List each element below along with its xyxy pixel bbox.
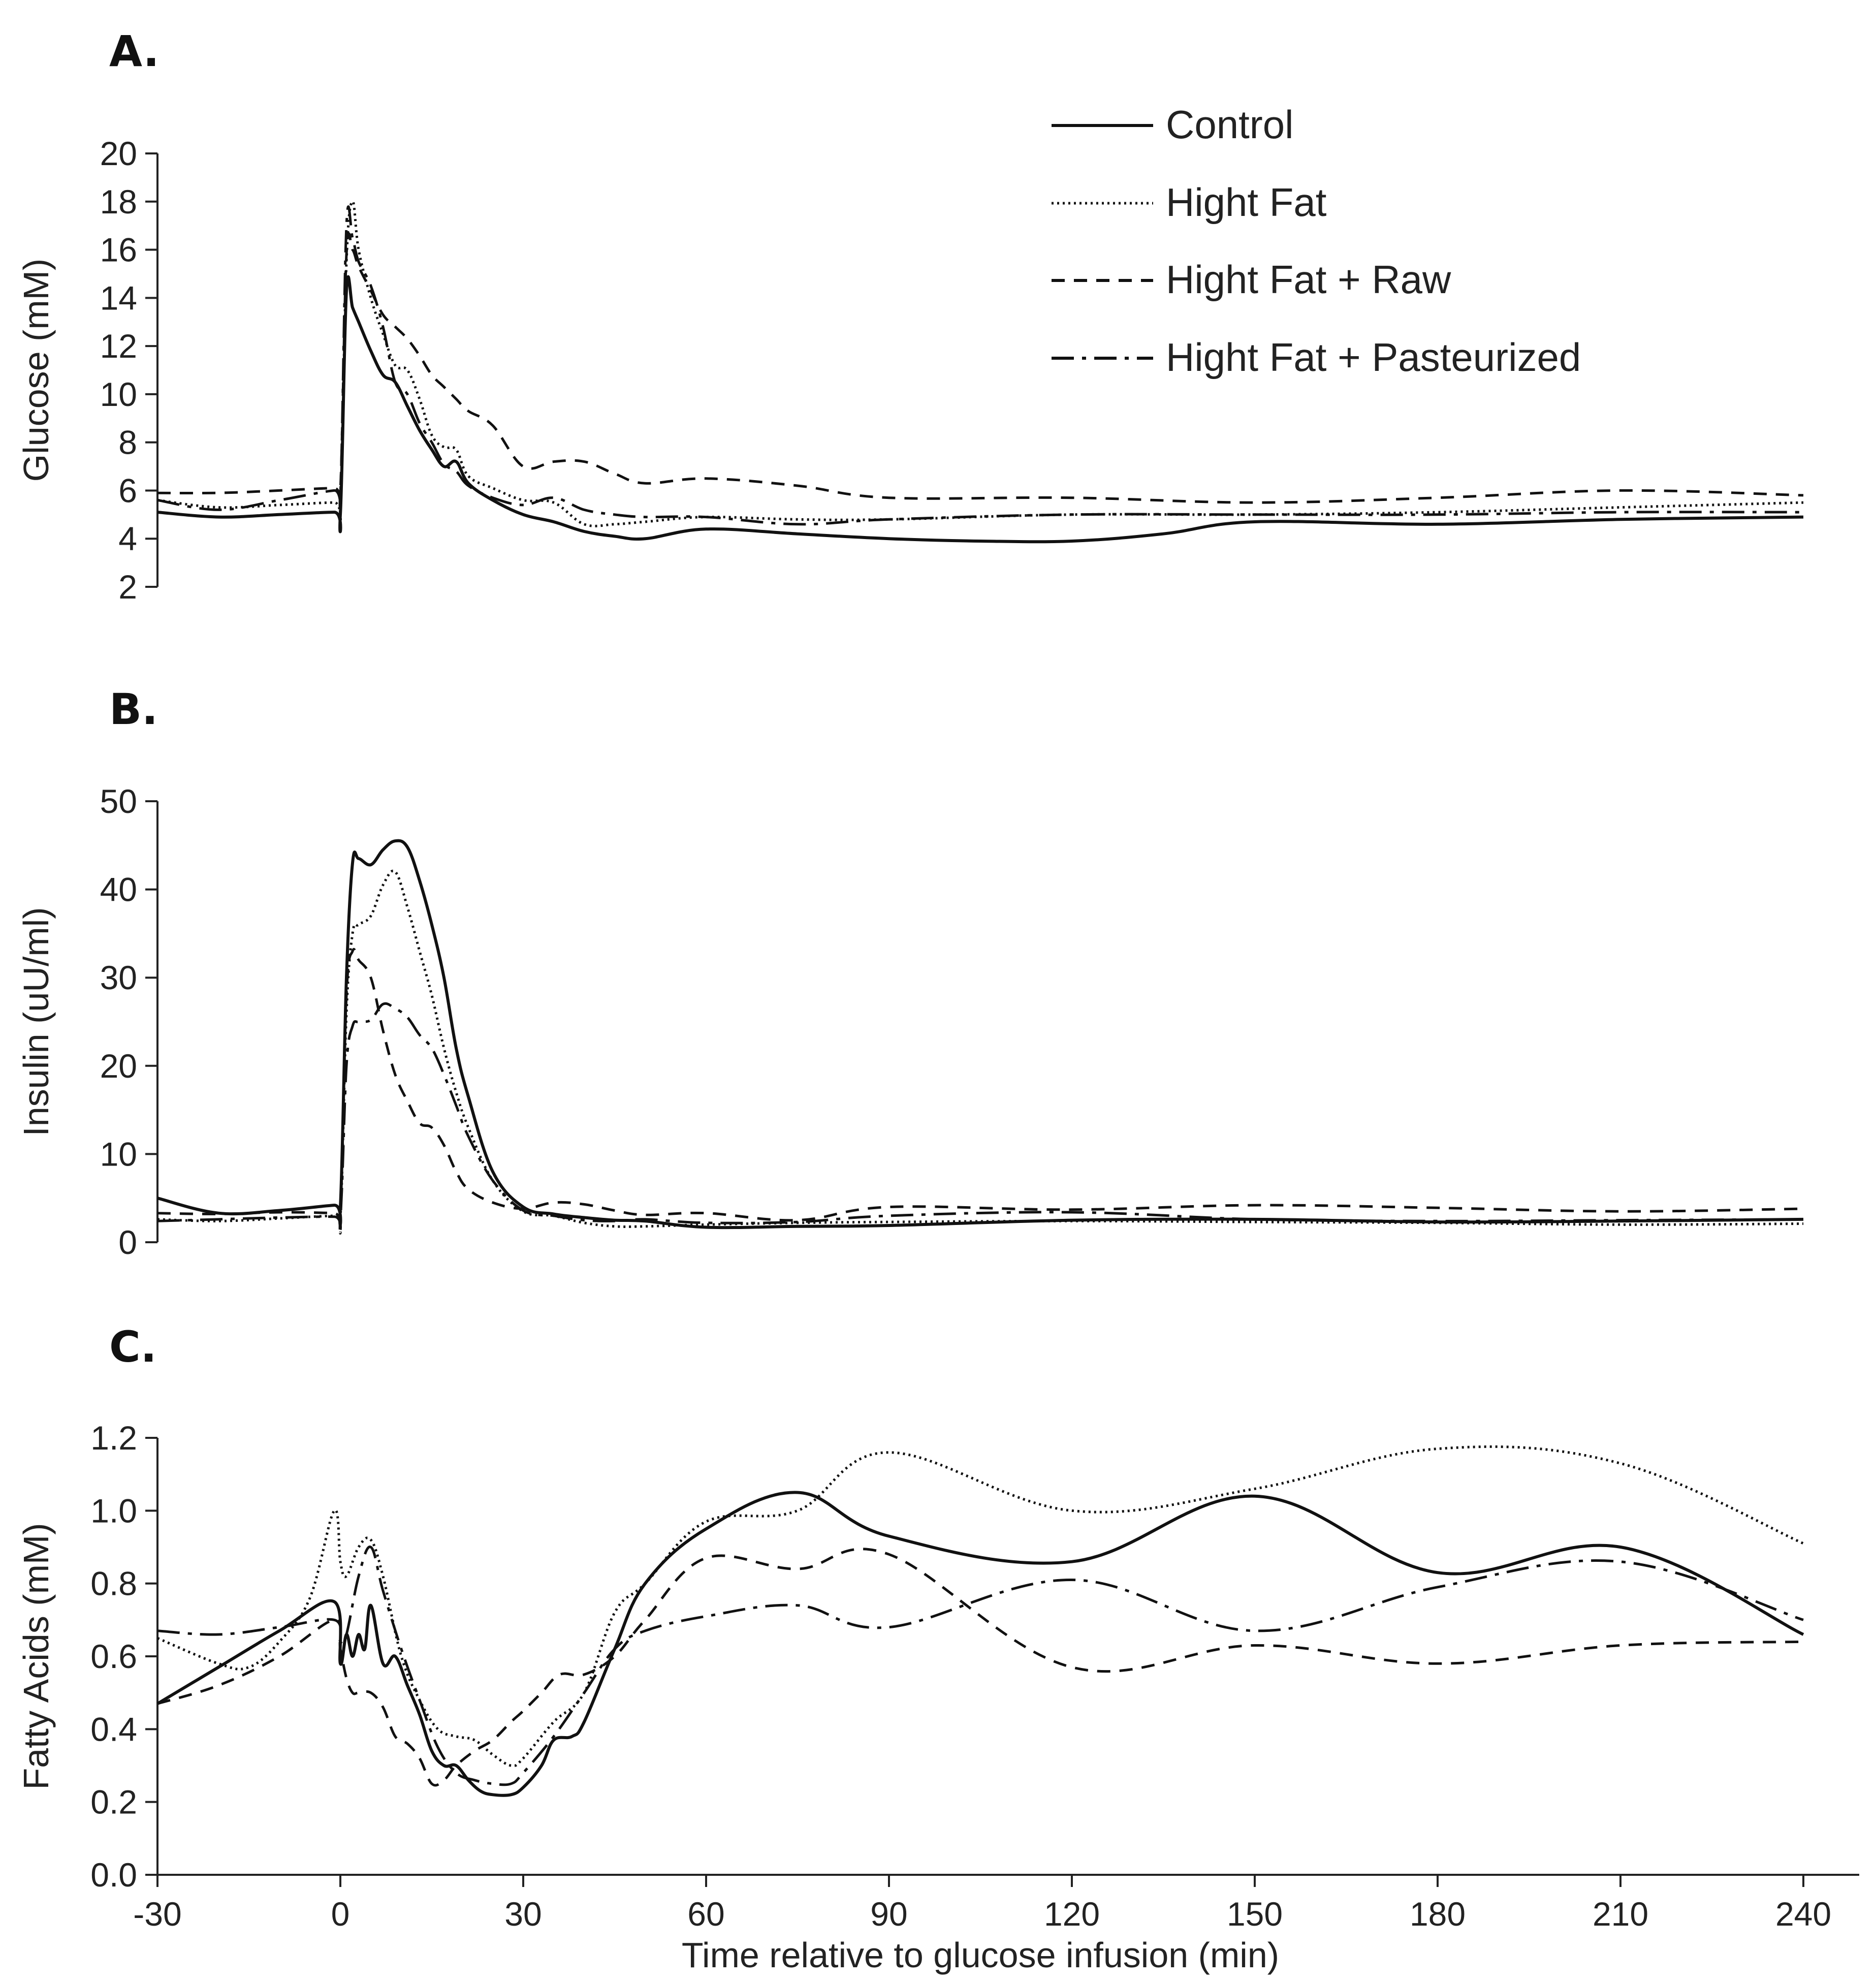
x-tick-label-c: 90 — [870, 1895, 907, 1933]
x-tick-label-c: 240 — [1775, 1895, 1831, 1933]
panel-label-c: C. — [109, 1322, 157, 1372]
legend-label-hight-fat: Hight Fat — [1166, 180, 1327, 225]
y-tick-label-c: 0.8 — [90, 1565, 137, 1602]
y-tick-label-a: 16 — [100, 231, 137, 269]
y-tick-label-c: 1.2 — [90, 1419, 137, 1457]
y-tick-label-c: 1.0 — [90, 1492, 137, 1529]
legend-label-hight-fat-pasteurized: Hight Fat + Pasteurized — [1166, 335, 1581, 380]
x-tick-label-c: 60 — [687, 1895, 724, 1933]
legend-item-hight-fat-pasteurized: Hight Fat + Pasteurized — [1052, 335, 1581, 380]
y-tick-label-b: 40 — [100, 871, 137, 908]
legend-item-hight-fat: Hight Fat — [1052, 180, 1327, 225]
y-tick-label-a: 10 — [100, 375, 137, 413]
y-tick-label-a: 18 — [100, 183, 137, 221]
y-axis-title-c: Fatty Acids (mM) — [16, 1523, 56, 1789]
x-axis-title: Time relative to glucose infusion (min) — [682, 1935, 1279, 1975]
series-line-a-hight-fat-raw — [157, 232, 1804, 510]
y-tick-label-c: 0.0 — [90, 1856, 137, 1894]
series-line-b-control — [157, 839, 1804, 1230]
series-line-b-hight-fat — [157, 869, 1804, 1235]
x-tick-label-c: 120 — [1044, 1895, 1100, 1933]
legend-item-hight-fat-raw: Hight Fat + Raw — [1052, 257, 1451, 302]
series-line-a-hight-fat-pasteurized — [157, 205, 1804, 526]
panel-a-glucose: 2 4 6 8 10 12 14 16 18 20 Glucose (mM) — [16, 135, 1804, 606]
y-tick-label-c: 0.6 — [90, 1638, 137, 1675]
series-line-c-hight-fat-raw — [157, 1548, 1804, 1787]
y-tick-label-c: 0.2 — [90, 1783, 137, 1821]
x-tick-label-c: 0 — [331, 1895, 350, 1933]
y-tick-label-b: 0 — [118, 1223, 137, 1261]
y-tick-label-b: 10 — [100, 1135, 137, 1173]
legend: Control Hight Fat Hight Fat + Raw Hight … — [1052, 102, 1581, 380]
y-tick-label-a: 14 — [100, 279, 137, 317]
y-tick-label-a: 8 — [118, 424, 137, 461]
series-line-c-control — [156, 1491, 1804, 1797]
legend-label-control: Control — [1166, 102, 1293, 147]
series-line-b-hight-fat-pasteurized — [157, 1002, 1804, 1232]
y-axis-title-b: Insulin (uU/ml) — [16, 907, 56, 1136]
panel-label-b: B. — [109, 684, 158, 734]
y-tick-label-b: 20 — [100, 1047, 137, 1085]
y-tick-label-b: 50 — [100, 782, 137, 820]
x-tick-label-c: 210 — [1593, 1895, 1648, 1933]
panel-label-a: A. — [109, 26, 159, 76]
x-tick-label-c: 30 — [504, 1895, 542, 1933]
y-tick-label-c: 0.4 — [90, 1710, 137, 1748]
series-line-b-hight-fat-raw — [157, 948, 1804, 1233]
y-tick-label-b: 30 — [100, 959, 137, 996]
legend-label-hight-fat-raw: Hight Fat + Raw — [1166, 257, 1451, 302]
x-tick-label-c: 150 — [1227, 1895, 1283, 1933]
y-tick-label-a: 6 — [118, 471, 137, 509]
panel-b-insulin: 0 10 20 30 40 50 Insulin (uU/ml) — [16, 782, 1804, 1261]
legend-item-control: Control — [1052, 102, 1293, 147]
y-axis-title-a: Glucose (mM) — [16, 259, 56, 482]
y-tick-label-a: 2 — [118, 568, 137, 606]
x-tick-label-c: -30 — [133, 1895, 181, 1933]
y-tick-label-a: 4 — [118, 520, 137, 557]
y-tick-label-a: 12 — [100, 327, 137, 365]
y-tick-label-a: 20 — [100, 135, 137, 172]
x-tick-label-c: 180 — [1410, 1895, 1466, 1933]
panel-c-fatty-acids: 0.0 0.2 0.4 0.6 0.8 1.0 1.2 Fatty Acids (mM) -30… — [16, 1419, 1859, 1975]
series-line-c-hight-fat-pasteurized — [157, 1546, 1804, 1786]
